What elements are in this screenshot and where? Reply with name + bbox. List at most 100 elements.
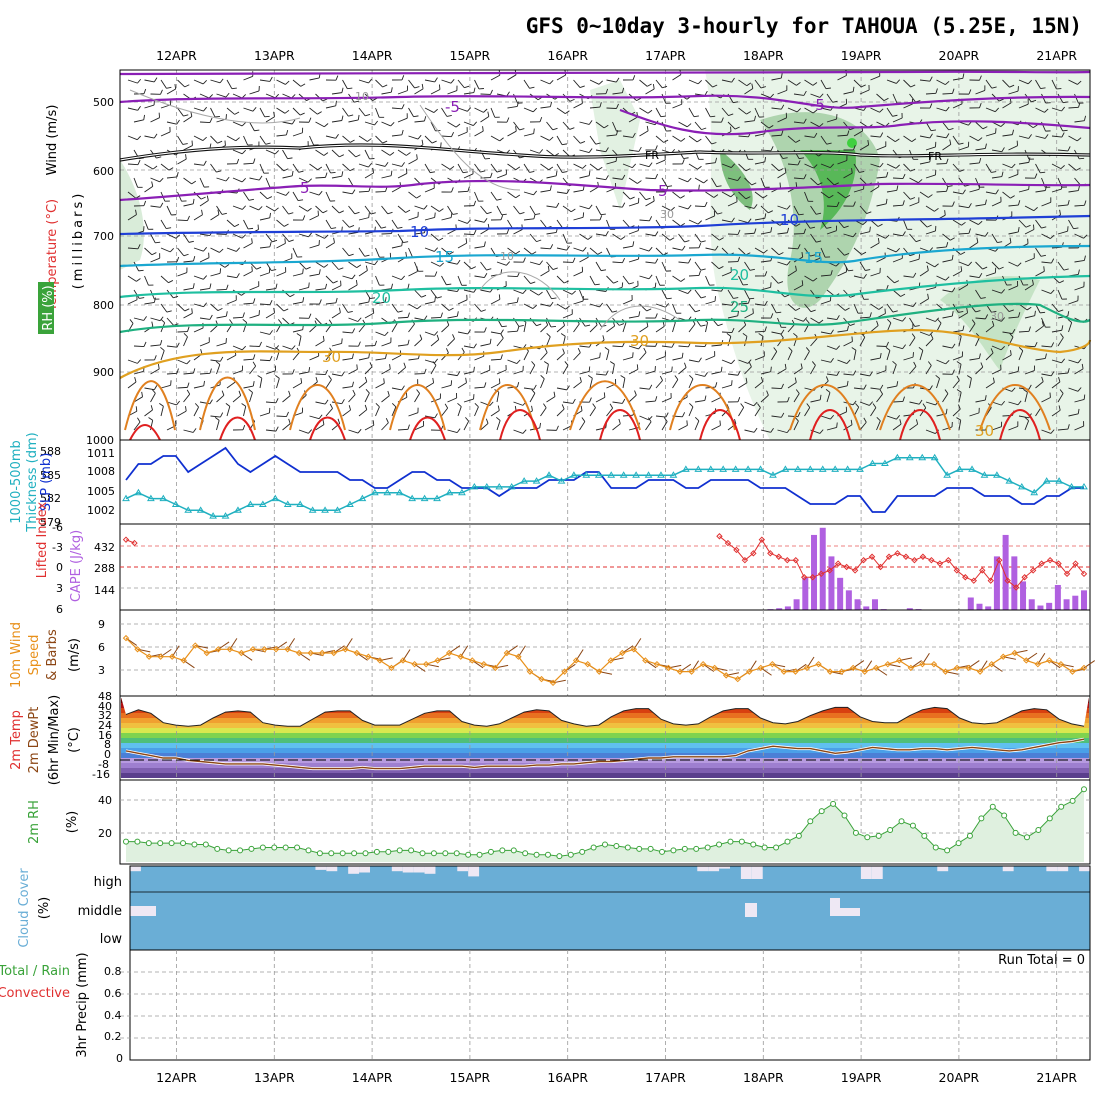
wind-barb — [744, 429, 755, 433]
wind-barb — [1084, 200, 1087, 206]
wind-barb — [226, 354, 237, 361]
wind-barb — [1018, 219, 1027, 228]
wind-barb — [836, 345, 841, 350]
wind-barb — [150, 205, 161, 208]
wind-barb — [787, 382, 797, 389]
wind-barb — [414, 86, 420, 89]
wind-barb — [661, 397, 672, 403]
wind-barb — [1051, 246, 1063, 249]
wind-barb — [793, 205, 800, 216]
wind-barb — [969, 188, 980, 193]
wind-barb — [546, 289, 552, 299]
wind-barb — [177, 135, 184, 145]
wind-barb — [533, 190, 538, 196]
wind-barb — [618, 418, 621, 424]
wind-barb — [166, 345, 177, 348]
wind-barb — [236, 273, 240, 278]
wind-barb — [909, 258, 920, 263]
wind-barb — [1068, 219, 1074, 229]
contour-label: 20 — [730, 266, 749, 284]
wind-barb — [499, 137, 504, 142]
wind-barb — [643, 347, 647, 353]
wind-barb — [605, 370, 609, 376]
contour-label: FR — [645, 149, 659, 162]
wind-barb — [1009, 84, 1015, 88]
wind-barb — [771, 331, 782, 335]
wind-barb — [1023, 389, 1028, 393]
wind-barb — [781, 130, 784, 136]
wind-barb — [298, 429, 309, 434]
wind-barb — [902, 231, 906, 237]
wind-barb — [580, 405, 583, 411]
axis-label-temp-d: (°C) — [67, 727, 82, 753]
wind-barb — [787, 415, 799, 418]
wind-barb — [892, 317, 903, 322]
wind-barb — [259, 331, 270, 335]
wind-barb — [556, 387, 567, 391]
wind-barb — [876, 203, 887, 207]
wind-barb — [424, 135, 433, 144]
wind-barb — [1041, 233, 1051, 239]
wind-barb — [457, 131, 468, 137]
wind-barb — [174, 84, 177, 90]
wind-barb — [851, 347, 857, 351]
data-point — [722, 672, 730, 679]
data-point — [261, 646, 268, 653]
wind-barb — [133, 345, 145, 347]
wind-barb — [562, 365, 569, 375]
wind-barb — [566, 188, 570, 194]
wind-barb — [787, 107, 798, 113]
wind-barb — [975, 317, 986, 320]
wind-barb — [705, 215, 715, 221]
data-point — [1069, 668, 1076, 675]
wind-barb — [299, 112, 305, 116]
wind-barb — [589, 357, 600, 361]
wind-barb — [760, 205, 769, 214]
wind-barb — [878, 306, 884, 310]
wind-barb — [309, 135, 315, 146]
wind-barb — [1008, 401, 1019, 406]
wind-barb — [655, 135, 664, 143]
wind-barb — [914, 325, 920, 327]
wind-barb — [1078, 102, 1081, 108]
series-line-temperature — [125, 706, 1085, 727]
wind-barb — [456, 311, 459, 317]
wind-barb — [150, 344, 161, 347]
wind-barb — [688, 79, 699, 85]
wind-barb — [457, 190, 469, 193]
wind-barb — [546, 364, 549, 375]
wind-barb — [1018, 135, 1029, 139]
wind-barb — [414, 289, 422, 298]
wind-barb — [946, 242, 949, 248]
wind-barb — [210, 214, 220, 221]
data-point — [316, 850, 323, 857]
wind-barb — [778, 252, 784, 256]
wind-barb — [507, 330, 518, 333]
wind-barb — [754, 247, 764, 254]
wind-barb — [803, 118, 807, 124]
cape-bar — [1020, 581, 1027, 610]
wind-barb — [570, 208, 576, 213]
wind-barb — [407, 339, 410, 345]
wind-barb — [375, 247, 380, 258]
wind-barb — [771, 303, 777, 314]
data-point — [830, 800, 837, 807]
cloud-gap — [413, 866, 425, 873]
wind-barb — [788, 347, 793, 352]
wind-barb — [810, 309, 816, 313]
wind-barb — [474, 79, 480, 90]
wind-barb — [721, 107, 729, 116]
wind-barb — [678, 261, 689, 264]
wind-barb — [292, 191, 299, 201]
wind-barb — [298, 205, 308, 212]
wind-barb — [760, 86, 766, 89]
wind-barb — [531, 361, 536, 366]
wind-barb — [1058, 376, 1061, 383]
wind-barb — [850, 295, 856, 298]
wind-barb — [183, 203, 194, 207]
tick-label: -6 — [52, 521, 63, 534]
wind-barb — [331, 312, 341, 319]
tick-label: 8 — [104, 738, 111, 751]
wind-barb — [1058, 405, 1061, 411]
wind-barb — [754, 303, 765, 306]
